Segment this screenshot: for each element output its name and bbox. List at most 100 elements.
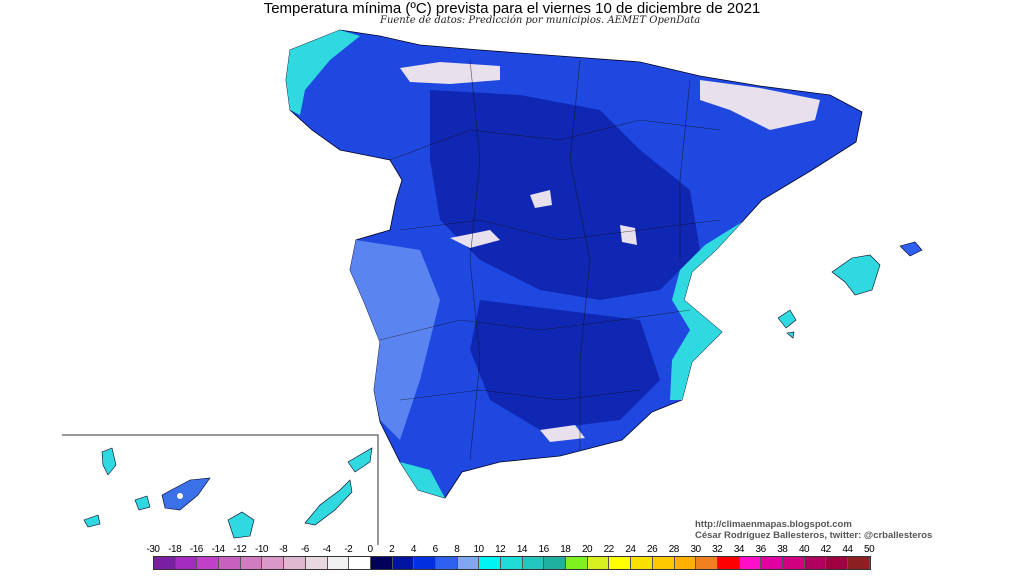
legend-swatch	[262, 557, 285, 569]
legend-label: 20	[581, 544, 593, 555]
legend-swatch	[197, 557, 220, 569]
western-lowlands	[350, 240, 440, 440]
galicia-coast	[286, 30, 360, 115]
cantabrian-snow	[400, 62, 500, 84]
map-title: Temperatura mínima (ºC) prevista para el…	[263, 0, 761, 17]
legend-label: 10	[473, 544, 484, 555]
legend-swatch	[522, 557, 545, 569]
tenerife	[161, 477, 211, 511]
legend-label: 50	[864, 544, 875, 555]
credits: http://climaenmapas.blogspot.com César R…	[695, 519, 932, 541]
legend-label: 4	[410, 544, 417, 555]
province-borders	[379, 59, 721, 461]
legend-label: 42	[820, 544, 832, 555]
legend-swatch	[826, 557, 848, 569]
legend-label: 24	[625, 544, 636, 555]
canary-islands-inset	[62, 434, 379, 545]
cadiz-coast	[400, 462, 445, 498]
legend-swatch	[414, 557, 436, 569]
legend-label: 28	[668, 544, 680, 555]
legend-label: 18	[560, 544, 571, 555]
legend-swatch	[544, 557, 567, 569]
legend-label: -10	[255, 544, 268, 555]
legend-label: -14	[211, 544, 225, 555]
legend-label: 14	[516, 544, 528, 555]
legend-swatch	[305, 557, 328, 569]
legend-swatch	[392, 557, 415, 569]
legend-label: 32	[712, 544, 723, 555]
credits-author: César Rodríguez Ballesteros, twitter: @c…	[695, 530, 933, 541]
legend-swatch	[739, 557, 762, 569]
peninsula	[285, 29, 863, 499]
central-system-snow	[450, 230, 500, 248]
legend-label: 2	[389, 544, 395, 555]
legend-swatch	[674, 557, 697, 569]
legend-swatch	[284, 557, 306, 569]
snow-areas	[400, 62, 820, 442]
legend-label: -2	[344, 544, 353, 555]
formentera	[786, 331, 795, 339]
legend-labels: -30 -18 -16 -14 -12 -10 -8 -6 -4 -2 0 2 4 6 8 10 12 14 16 1…	[140, 544, 960, 556]
legend-label: 30	[690, 544, 701, 555]
legend-swatch	[370, 557, 393, 569]
legend-swatch	[154, 557, 176, 569]
legend-swatch	[696, 557, 718, 569]
legend-swatch	[848, 557, 870, 569]
gran-canaria	[227, 511, 255, 539]
legend-label: -30	[146, 544, 160, 555]
ibiza	[777, 309, 797, 329]
legend-swatch	[587, 557, 610, 569]
legend-label: -16	[189, 544, 203, 555]
cold-south-zone	[470, 300, 660, 430]
balearic-islands	[777, 241, 923, 339]
legend-swatch	[240, 557, 263, 569]
pyrenees-snow	[700, 80, 820, 130]
legend-swatch	[782, 557, 805, 569]
moncayo-snow	[530, 190, 552, 208]
la-palma	[101, 447, 117, 476]
legend-swatch	[761, 557, 783, 569]
legend-label: -8	[279, 544, 288, 555]
legend-swatch	[804, 557, 827, 569]
legend-label: 8	[454, 544, 460, 555]
legend-label: 26	[647, 544, 658, 555]
cold-interior-zone	[430, 90, 700, 300]
legend-label: 6	[432, 544, 439, 555]
la-gomera	[134, 495, 151, 511]
legend-swatch	[457, 557, 480, 569]
inset-border	[62, 434, 379, 545]
map-subtitle: Fuente de datos: Predicción por municipi…	[380, 15, 701, 26]
lanzarote	[347, 447, 373, 473]
legend-label: 36	[755, 544, 767, 555]
legend-label: -18	[168, 544, 182, 555]
mediterranean-coast	[670, 222, 742, 400]
legend-swatch	[175, 557, 198, 569]
legend-label: -12	[233, 544, 247, 555]
legend-swatch	[349, 557, 371, 569]
teide-peak	[177, 493, 183, 499]
sierra-nevada-snow	[540, 425, 585, 442]
legend-swatch	[652, 557, 675, 569]
el-hierro	[83, 514, 101, 528]
legend-label: 44	[842, 544, 853, 555]
legend-swatch	[566, 557, 588, 569]
legend-label: -6	[300, 544, 309, 555]
credits-url: http://climaenmapas.blogspot.com	[695, 519, 852, 530]
color-legend	[153, 556, 871, 570]
legend-label: 40	[798, 544, 810, 555]
legend-swatch	[219, 557, 241, 569]
fuerteventura	[304, 479, 353, 526]
legend-label: 22	[603, 544, 615, 555]
legend-swatch	[479, 557, 501, 569]
legend-swatch	[435, 557, 458, 569]
legend-label: 12	[495, 544, 506, 555]
mallorca	[831, 254, 881, 296]
legend-swatch	[501, 557, 523, 569]
legend-label: 16	[538, 544, 550, 555]
legend-label: -4	[322, 544, 331, 555]
legend-label: 0	[367, 544, 373, 555]
legend-swatch	[631, 557, 653, 569]
legend-swatch	[609, 557, 632, 569]
menorca	[899, 241, 923, 257]
